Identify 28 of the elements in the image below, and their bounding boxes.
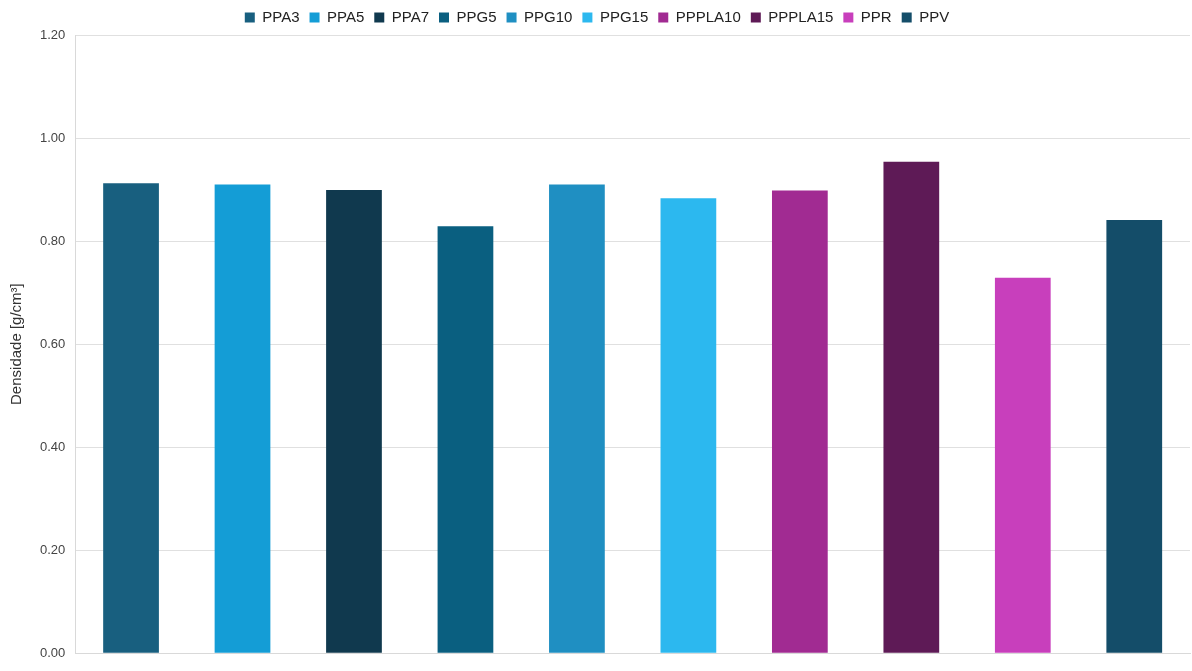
- bar: [214, 184, 271, 653]
- bar: [771, 190, 828, 653]
- y-axis-title: Densidade [g/cm³]: [7, 283, 25, 405]
- y-tick-label: 0.60: [39, 335, 66, 351]
- bar: [994, 277, 1051, 653]
- y-tick-label: 0.40: [39, 438, 66, 454]
- legend-label: PPV: [919, 7, 950, 25]
- legend-label: PPG15: [599, 7, 649, 25]
- legend-label: PPG5: [456, 7, 497, 25]
- bar: [103, 183, 159, 653]
- y-tick-label: 1.00: [39, 129, 66, 145]
- bar: [549, 184, 605, 653]
- legend-label: PPG10: [524, 7, 573, 25]
- legend-label: PPA5: [327, 7, 365, 25]
- y-tick-label: 1.20: [39, 26, 66, 42]
- bar: [437, 226, 494, 653]
- y-tick-label: 0.00: [39, 644, 66, 660]
- bar: [326, 190, 382, 653]
- legend-label: PPA3: [262, 7, 300, 25]
- bar: [1106, 219, 1163, 653]
- bar: [660, 198, 717, 653]
- y-tick-label: 0.80: [39, 232, 66, 248]
- legend-label: PPPLA15: [768, 7, 834, 25]
- bar: [883, 161, 940, 653]
- legend-label: PPPLA10: [675, 7, 741, 25]
- legend-label: PPR: [860, 7, 892, 25]
- legend-label: PPA7: [391, 7, 430, 25]
- y-tick-label: 0.20: [39, 541, 66, 557]
